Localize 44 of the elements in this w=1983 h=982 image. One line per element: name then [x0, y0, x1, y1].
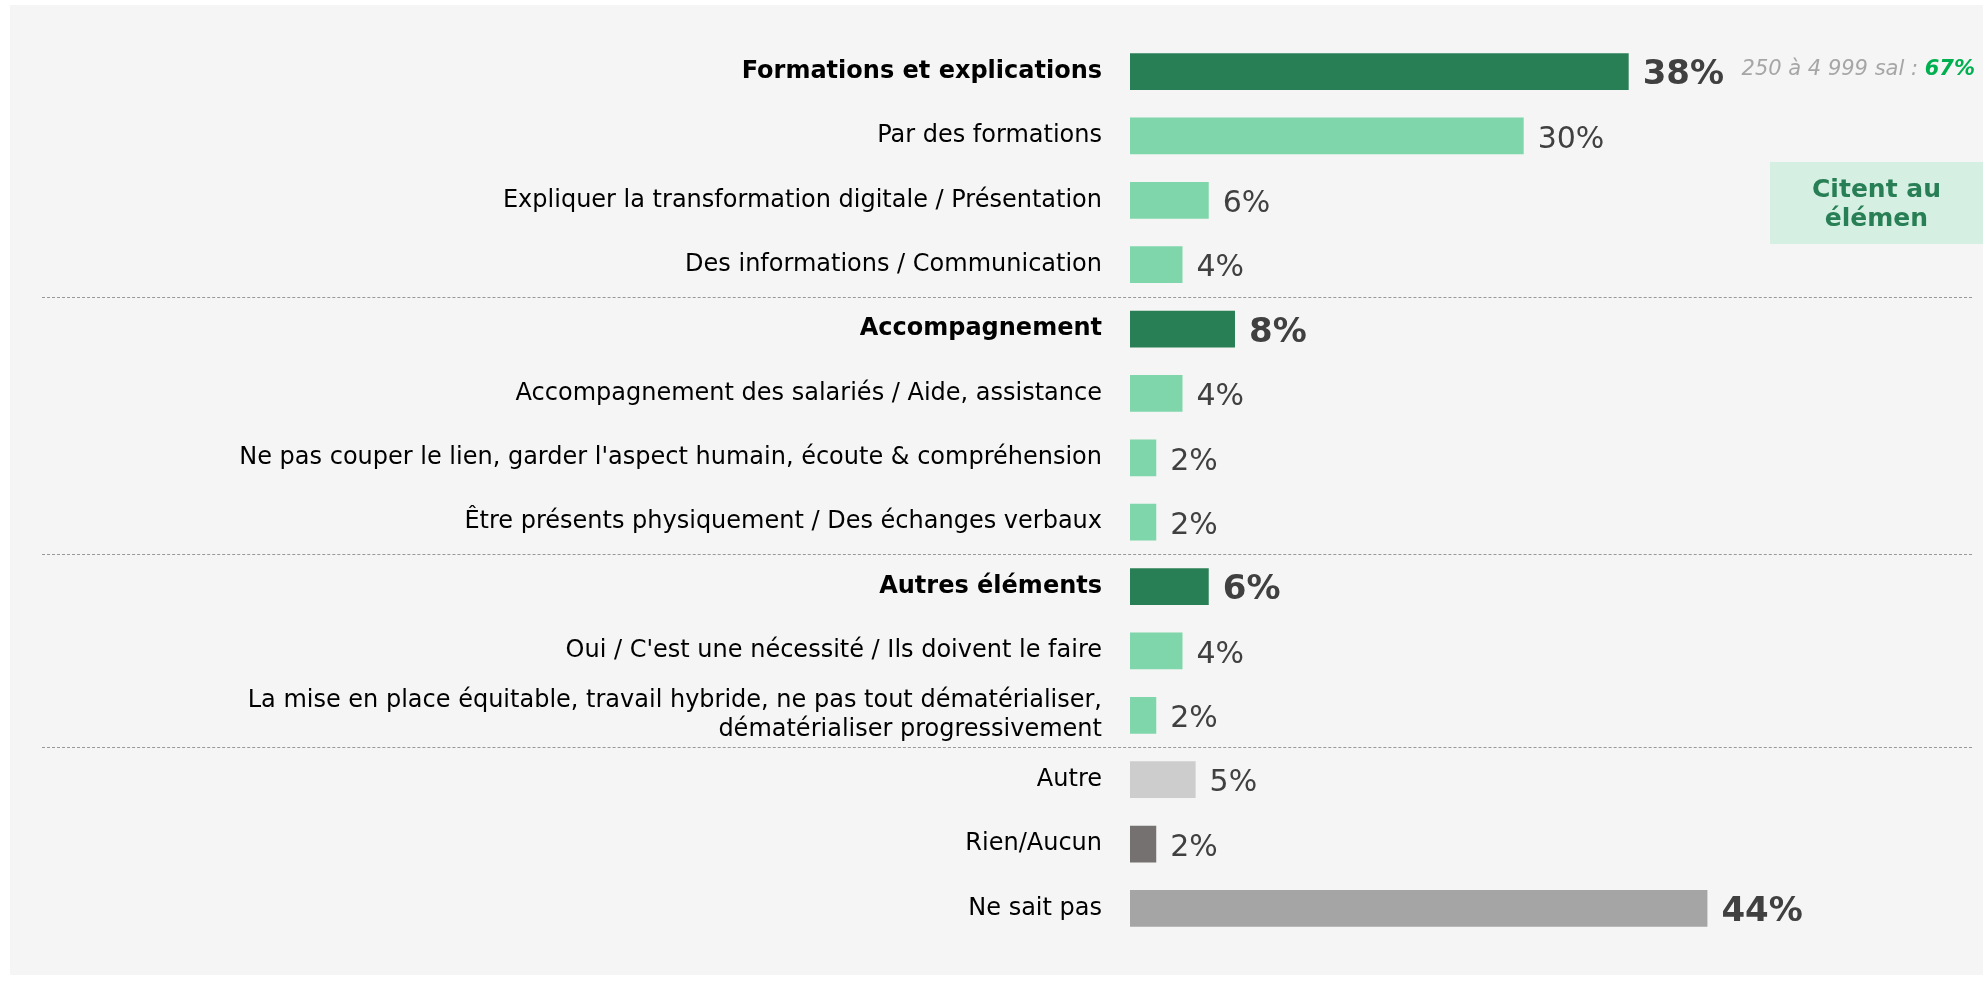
annotation: 250 à 4 999 sal : 67% — [1741, 55, 1975, 80]
y-tick-label: Accompagnement des salariés / Aide, assistance — [515, 377, 1102, 406]
bar — [1130, 181, 1209, 219]
data-label: 38% — [1642, 52, 1725, 93]
y-tick-label: Des informations / Communication — [685, 248, 1102, 277]
bar — [1130, 890, 1708, 927]
data-label: 5% — [1209, 763, 1258, 799]
bar — [1130, 761, 1196, 799]
bar — [1130, 696, 1157, 734]
bar — [1130, 503, 1157, 541]
bar — [1130, 439, 1157, 477]
y-tick-label: Être présents physiquement / Des échanges verbaux — [464, 505, 1102, 535]
bar — [1130, 53, 1629, 90]
bar — [1130, 632, 1183, 670]
data-label: 4% — [1196, 634, 1245, 670]
callout-box: Citent au élémen — [1770, 162, 1983, 245]
bar — [1130, 117, 1524, 155]
y-tick-label: Ne sait pas — [968, 892, 1102, 921]
bar — [1130, 310, 1235, 348]
data-label: 44% — [1721, 889, 1803, 930]
y-tick-label: Rien/Aucun — [965, 828, 1102, 857]
bar — [1130, 375, 1183, 412]
data-label: 4% — [1196, 377, 1245, 413]
data-label: 30% — [1537, 119, 1605, 155]
bar — [1130, 825, 1157, 863]
y-tick-label: Autre — [1036, 763, 1102, 792]
data-label: 2% — [1170, 827, 1218, 863]
y-tick-label: Par des formations — [877, 120, 1102, 149]
y-tick-label: Expliquer la transformation digitale / Présentation — [502, 184, 1102, 213]
bar — [1130, 246, 1183, 284]
data-label: 8% — [1248, 309, 1307, 350]
y-tick-label: Oui / C'est une nécessité / Ils doivent le faire — [565, 635, 1102, 664]
data-label: 6% — [1222, 567, 1281, 608]
data-label: 4% — [1196, 248, 1245, 284]
data-label: 2% — [1170, 505, 1218, 541]
y-tick-label: Autres éléments — [879, 570, 1102, 599]
data-label: 2% — [1170, 441, 1218, 477]
y-tick-label: Ne pas couper le lien, garder l'aspect humain, écoute & compréhension — [239, 442, 1102, 471]
bar — [1130, 568, 1209, 605]
y-tick-label: La mise en place équitable, travail hybride, ne pas tout dématérialiser, dématérialiser progressivement — [247, 685, 1102, 742]
y-tick-label: Accompagnement — [859, 313, 1102, 342]
data-label: 2% — [1170, 699, 1218, 735]
y-tick-label: Formations et explications — [741, 55, 1102, 84]
data-label: 6% — [1222, 184, 1271, 220]
